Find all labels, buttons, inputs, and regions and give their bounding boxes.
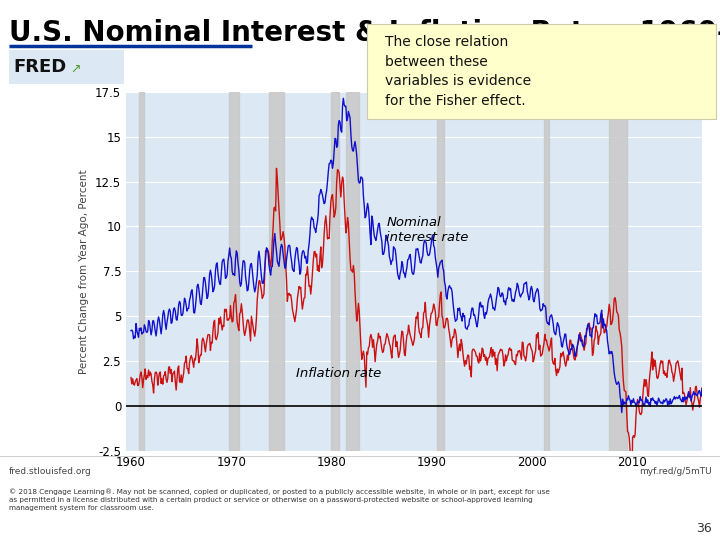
Text: 36: 36 bbox=[696, 522, 711, 535]
Bar bbox=[331, 92, 339, 451]
Text: Inflation rate: Inflation rate bbox=[297, 367, 382, 380]
Bar bbox=[346, 92, 359, 451]
Y-axis label: Percent Change from Year Ago, Percent: Percent Change from Year Ago, Percent bbox=[79, 169, 89, 374]
Text: © 2018 Cengage Learning®. May not be scanned, copied or duplicated, or posted to: © 2018 Cengage Learning®. May not be sca… bbox=[9, 489, 549, 511]
Bar bbox=[609, 92, 627, 451]
Text: The close relation
between these
variables is evidence
for the Fisher effect.: The close relation between these variabl… bbox=[385, 35, 531, 107]
Bar bbox=[138, 92, 143, 451]
Text: myf.red/g/5mTU: myf.red/g/5mTU bbox=[639, 467, 711, 476]
Text: ↗: ↗ bbox=[71, 63, 81, 76]
Bar bbox=[436, 92, 444, 451]
Bar bbox=[269, 92, 284, 451]
Text: U.S. Nominal Interest & Inflation Rates, 1960–2016: U.S. Nominal Interest & Inflation Rates,… bbox=[9, 19, 720, 47]
Bar bbox=[229, 92, 239, 451]
Text: Nominal
interest rate: Nominal interest rate bbox=[387, 216, 469, 244]
Text: FRED: FRED bbox=[13, 58, 66, 77]
Text: fred.stlouisfed.org: fred.stlouisfed.org bbox=[9, 467, 91, 476]
Bar bbox=[544, 92, 549, 451]
